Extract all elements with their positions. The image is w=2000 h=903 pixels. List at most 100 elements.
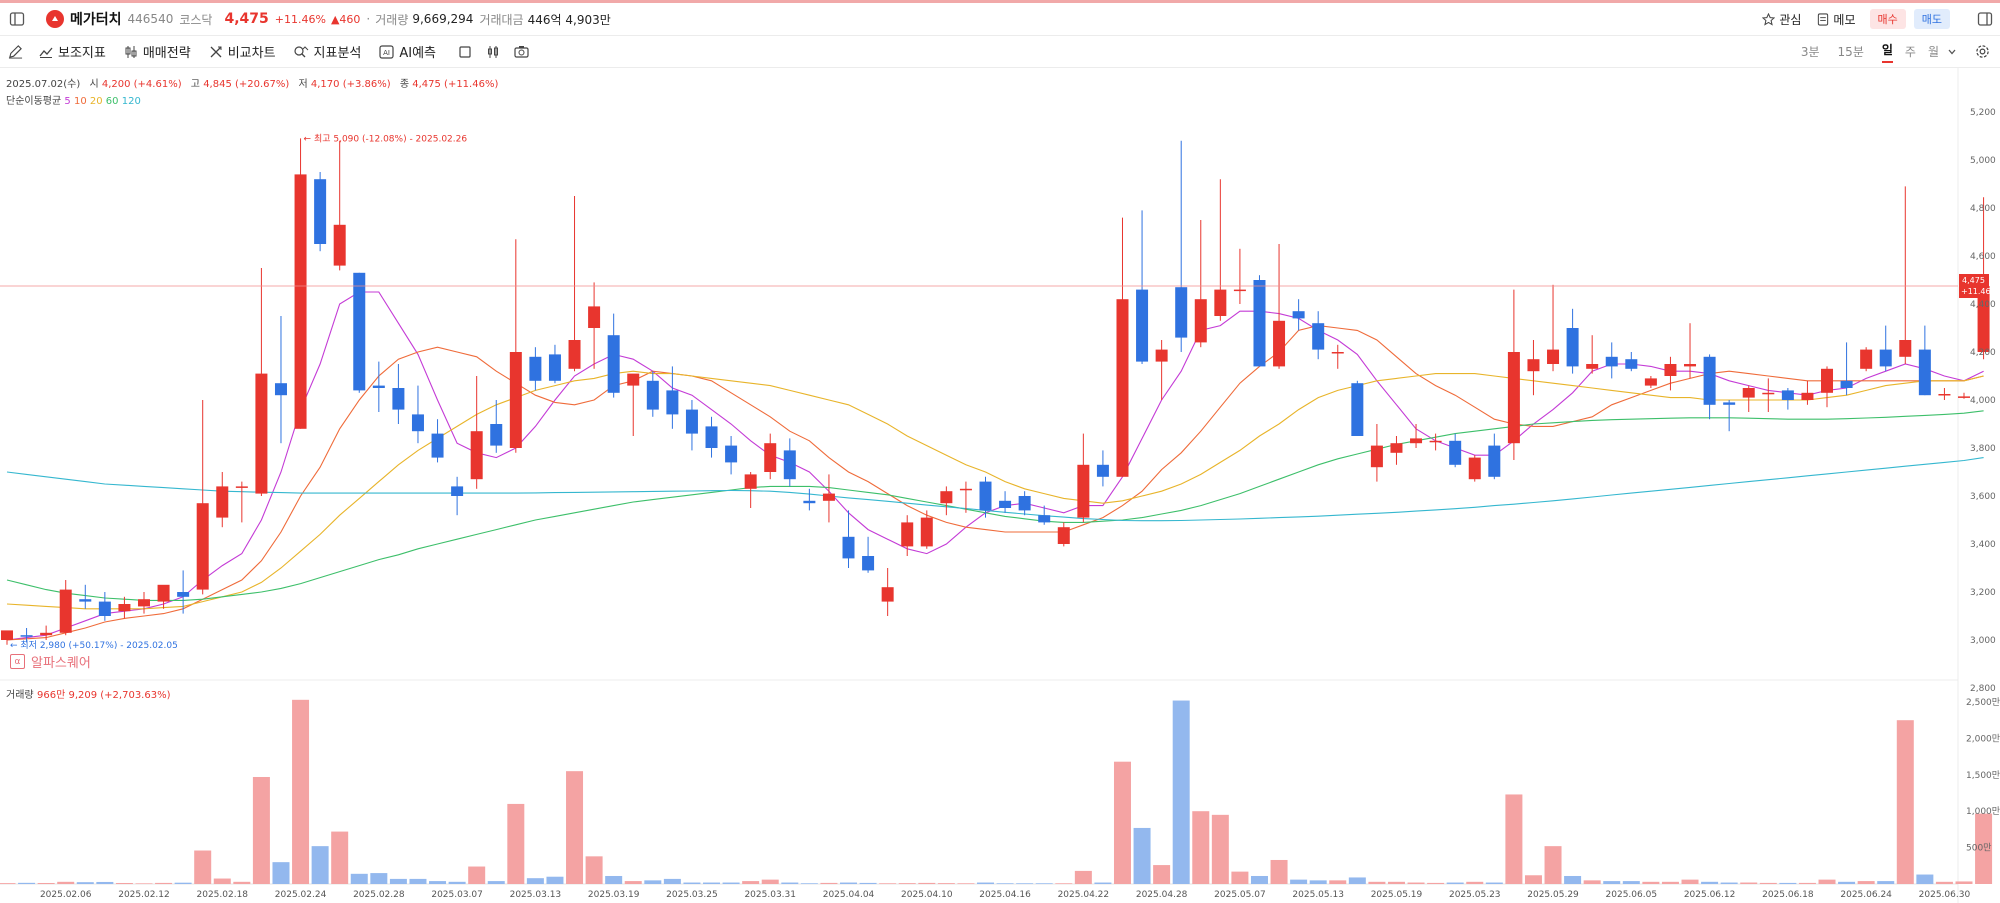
candle-body[interactable] [59,589,72,633]
candle-body[interactable] [862,556,875,571]
candle-body[interactable] [79,599,92,602]
volume-bar[interactable] [820,882,838,884]
volume-bar[interactable] [487,881,505,884]
buy-button[interactable]: 매수 [1869,9,1906,29]
candle-body[interactable] [118,604,131,612]
period-month[interactable]: 월 [1927,45,1939,59]
volume-bar[interactable] [957,883,975,884]
volume-bar[interactable] [1368,881,1386,884]
volume-bar[interactable] [624,881,642,884]
volume-bar[interactable] [1290,879,1308,884]
volume-bar[interactable] [37,882,55,884]
volume-bar[interactable] [370,873,388,884]
candle-body[interactable] [157,584,170,602]
candle-body[interactable] [940,491,953,504]
volume-bar[interactable] [1505,794,1523,884]
candle-body[interactable] [392,388,405,410]
toolbar-ai-button[interactable]: AI AI예측 [379,42,436,61]
volume-bar[interactable] [57,881,75,884]
volume-bar[interactable] [1935,881,1953,884]
volume-bar[interactable] [1485,882,1503,884]
candle-body[interactable] [1664,364,1677,376]
candle-body[interactable] [1096,464,1109,477]
candle-body[interactable] [1018,496,1031,511]
candle-body[interactable] [1233,289,1246,292]
candle-body[interactable] [548,354,561,381]
period-15min[interactable]: 15분 [1837,45,1864,59]
volume-bar[interactable] [742,881,760,884]
volume-bar[interactable] [1387,881,1405,884]
volume-bar[interactable] [1701,881,1719,884]
stock-chart[interactable]: 5,200 5,000 4,800 4,600 4,400 4,200 4,000 3,800… [0,67,2000,903]
volume-bar[interactable] [1975,813,1993,884]
candle-body[interactable] [1410,438,1423,444]
toolbar-compare-button[interactable]: 비교차트 [209,42,276,61]
candle-body[interactable] [1977,286,1990,352]
volume-bar[interactable] [1779,882,1797,884]
volume-bar[interactable] [389,878,407,884]
volume-bar[interactable] [0,883,16,884]
volume-bar[interactable] [546,876,564,884]
volume-bar[interactable] [1622,881,1640,884]
volume-bar[interactable] [1172,700,1190,884]
candle-body[interactable] [607,335,620,393]
volume-bar[interactable] [898,883,916,884]
candle-body[interactable] [568,340,581,369]
volume-bar[interactable] [468,866,486,884]
sidebar-toggle-icon[interactable] [8,10,26,28]
candle-body[interactable] [803,500,816,504]
candle-body[interactable] [627,373,640,386]
draw-pencil-icon[interactable] [8,44,23,59]
volume-bar[interactable] [1192,811,1210,884]
gear-icon[interactable] [1975,44,1990,59]
candle-body[interactable] [822,493,835,501]
candle-body[interactable] [783,450,796,480]
volume-bar[interactable] [233,881,251,884]
candle-style-icon[interactable] [458,45,472,59]
volume-bar[interactable] [96,881,114,884]
volume-bar[interactable] [1524,875,1542,884]
volume-bar[interactable] [781,882,799,884]
candle-body[interactable] [1644,378,1657,386]
panel-toggle-icon[interactable] [1976,10,1994,28]
volume-bar[interactable] [683,882,701,884]
candle-body[interactable] [588,306,601,328]
volume-bar[interactable] [135,883,153,884]
candle-body[interactable] [1038,515,1051,523]
volume-bar[interactable] [272,862,290,884]
volume-bar[interactable] [507,803,525,884]
period-week[interactable]: 주 [1904,45,1916,59]
volume-bar[interactable] [76,882,94,884]
candle-body[interactable] [1214,289,1227,316]
candle-body[interactable] [1547,349,1560,364]
candle-body[interactable] [1175,287,1188,338]
candle-body[interactable] [666,390,679,415]
candle-body[interactable] [1488,445,1501,477]
toolbar-indicators-button[interactable]: 보조지표 [39,42,106,61]
ma-legend[interactable]: 단순이동평균 5 10 20 60 120 [6,92,141,107]
candle-body[interactable] [1370,445,1383,468]
volume-bar[interactable] [605,875,623,884]
volume-bar[interactable] [1603,881,1621,884]
candle-body[interactable] [1057,527,1070,544]
candle-body[interactable] [920,517,933,547]
candle-body[interactable] [1312,323,1325,350]
candle-body[interactable] [1918,349,1931,396]
volume-bar[interactable] [1329,880,1347,884]
volume-bar[interactable] [1720,882,1738,884]
volume-bar[interactable] [1955,881,1973,884]
candle-body[interactable] [255,373,268,494]
toolbar-strategy-button[interactable]: 매매전략 [124,42,191,61]
candle-body[interactable] [1,630,13,640]
volume-bar[interactable] [918,882,936,884]
volume-bar[interactable] [585,856,603,884]
candle-body[interactable] [353,272,366,391]
volume-bar[interactable] [1642,881,1660,884]
volume-bar[interactable] [1270,859,1288,884]
candle-body[interactable] [216,486,229,518]
volume-bar[interactable] [1838,881,1856,884]
volume-bar[interactable] [840,882,858,884]
volume-bar[interactable] [1153,865,1171,884]
candle-body[interactable] [1586,364,1599,369]
candle-body[interactable] [1331,352,1344,354]
